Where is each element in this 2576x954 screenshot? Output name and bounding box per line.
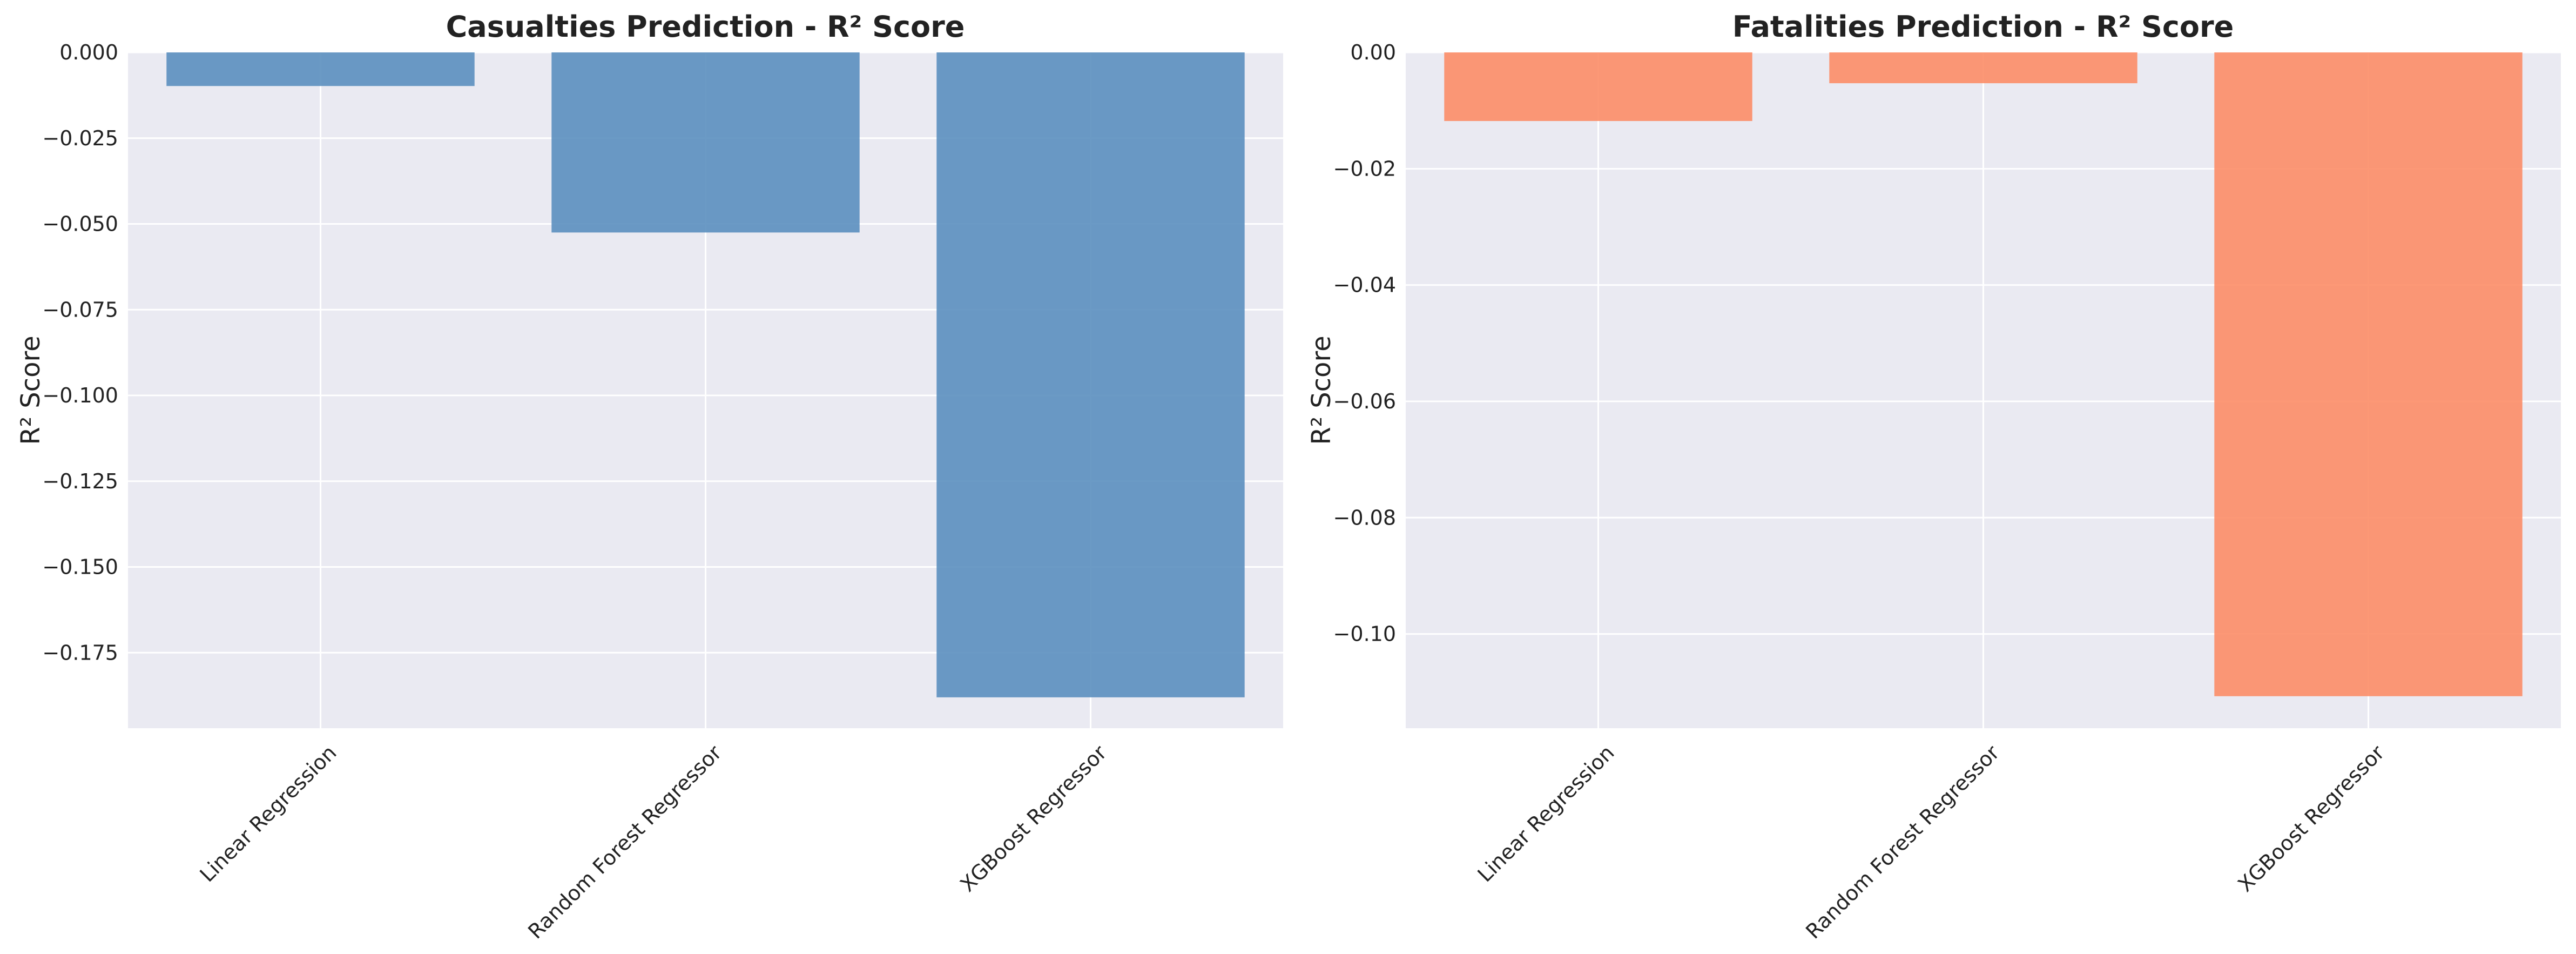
y-tick-label: −0.075 xyxy=(42,298,118,321)
y-tick-label: −0.06 xyxy=(1333,389,1396,413)
chart-title: Casualties Prediction - R² Score xyxy=(446,10,965,44)
casualties-chart: 0.000 −0.025 −0.050 −0.075 −0.100 −0.125 −0.15… xyxy=(16,10,1283,943)
bar-random-forest-regressor xyxy=(551,52,860,233)
y-tick-label: −0.050 xyxy=(42,212,118,236)
y-tick-label: 0.00 xyxy=(1350,41,1396,64)
x-tick-label: Linear Regression xyxy=(195,741,341,886)
y-tick-label: −0.025 xyxy=(42,126,118,150)
y-tick-label: −0.10 xyxy=(1333,622,1396,646)
chart-title: Fatalities Prediction - R² Score xyxy=(1732,10,2234,44)
bar-xgboost-regressor xyxy=(936,52,1245,697)
x-tick-label: Random Forest Regressor xyxy=(523,741,726,944)
y-tick-label: −0.100 xyxy=(42,384,118,407)
y-tick-label: −0.125 xyxy=(42,469,118,493)
y-tick-label: −0.175 xyxy=(42,641,118,664)
bar-linear-regression xyxy=(166,52,475,86)
y-tick-label: −0.08 xyxy=(1333,506,1396,529)
x-tick-label: XGBoost Regressor xyxy=(955,741,1111,897)
bar-random-forest-regressor xyxy=(1829,52,2137,84)
y-axis-label: R² Score xyxy=(1306,335,1337,445)
y-tick-label: −0.04 xyxy=(1333,273,1396,297)
x-tick-label: Random Forest Regressor xyxy=(1801,741,2004,944)
y-tick-label: −0.02 xyxy=(1333,157,1396,180)
y-tick-label: −0.150 xyxy=(42,555,118,579)
fatalities-chart: 0.00 −0.02 −0.04 −0.06 −0.08 −0.10 Linear Regr… xyxy=(1306,10,2561,943)
bar-linear-regression xyxy=(1444,52,1752,122)
x-tick-label: XGBoost Regressor xyxy=(2233,741,2389,897)
x-tick-label: Linear Regression xyxy=(1473,741,1619,886)
bar-xgboost-regressor xyxy=(2214,52,2523,696)
y-tick-label: 0.000 xyxy=(59,41,118,64)
y-axis-label: R² Score xyxy=(16,335,46,445)
